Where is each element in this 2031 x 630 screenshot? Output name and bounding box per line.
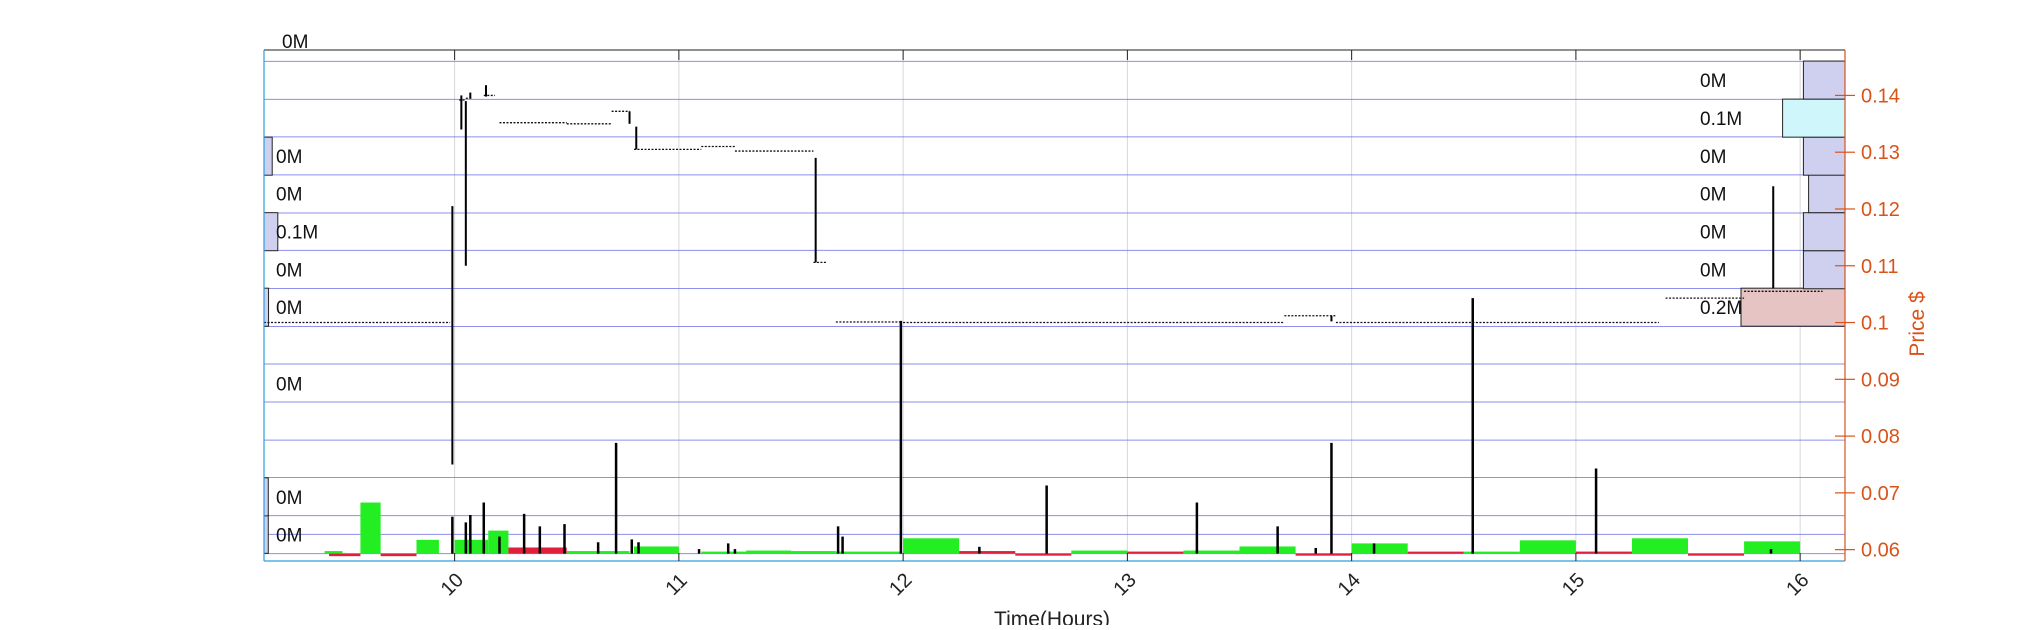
y-tick-label: 0.08 xyxy=(1861,426,1900,448)
right-profile-bar xyxy=(1802,212,1846,252)
left-profile-bar xyxy=(263,287,270,327)
left-profile-bar xyxy=(263,477,269,517)
right-profile-label: 0M xyxy=(1700,185,1726,206)
volume-bar xyxy=(1015,553,1072,556)
volume-bar xyxy=(1463,551,1520,554)
volume-bar xyxy=(701,551,747,554)
right-profile-label: 0.2M xyxy=(1700,298,1742,319)
x-tick-label: 13 xyxy=(1109,569,1140,600)
volume-bar xyxy=(634,546,679,554)
right-profile-bar xyxy=(1802,60,1846,100)
left-profile-label: 0M xyxy=(276,525,302,546)
y-tick-label: 0.14 xyxy=(1861,85,1900,107)
x-tick-label: 10 xyxy=(437,569,468,600)
x-tick-label: 15 xyxy=(1558,569,1589,600)
y-tick-label: 0.07 xyxy=(1861,483,1900,505)
volume-bar xyxy=(746,550,791,554)
left-profile-label: 0.1M xyxy=(276,223,318,244)
left-profile-label: 0M xyxy=(276,298,302,319)
volume-bar xyxy=(791,551,836,554)
volume-bar xyxy=(508,547,567,554)
volume-bar xyxy=(1407,551,1464,554)
y-tick-label: 0.06 xyxy=(1861,540,1900,562)
axes-layer: 10 11 12 13 14 15 16 0.06 0.07 0.08 0.09 0.1 0.11 0.1… xyxy=(263,49,1900,600)
volume-bar xyxy=(360,502,381,554)
volume-bar xyxy=(329,553,361,557)
right-profile-bar xyxy=(1802,136,1846,176)
price-layer xyxy=(264,85,1823,465)
volume-bar xyxy=(1295,553,1352,556)
volume-bar xyxy=(1239,546,1296,554)
x-tick-label: 12 xyxy=(885,569,916,600)
right-profile-label: 0M xyxy=(1700,147,1726,168)
volume-bar xyxy=(1744,541,1801,554)
left-profile-bar xyxy=(263,514,269,554)
x-axis-title: Time(Hours) xyxy=(994,608,1110,625)
volume-bar xyxy=(416,539,439,554)
right-profile-bar xyxy=(1740,287,1846,327)
left-profile-label: 0M xyxy=(276,374,302,395)
volume-bar xyxy=(959,551,1016,554)
y-tick-label: 0.1 xyxy=(1861,313,1889,335)
volume-bar xyxy=(1071,550,1128,554)
volume-bar xyxy=(380,553,417,557)
y-tick-label: 0.09 xyxy=(1861,369,1900,391)
left-profile-label: 0M xyxy=(276,261,302,282)
volume-bar xyxy=(835,551,901,554)
right-profile-bar xyxy=(1802,250,1846,290)
volume-bar xyxy=(1631,538,1689,554)
right-profile-label: 0M xyxy=(1700,261,1726,282)
y-tick-label: 0.12 xyxy=(1861,199,1900,221)
x-tick-label: 16 xyxy=(1782,569,1813,600)
left-profile-bar xyxy=(263,136,273,176)
volume-bar xyxy=(1127,551,1184,554)
x-tick-label: 14 xyxy=(1334,569,1365,600)
left-profile-label: 0M xyxy=(276,147,302,168)
volume-bar xyxy=(1183,550,1240,554)
left-profile-label: 0M xyxy=(276,185,302,206)
right-profile-label: 0M xyxy=(1700,223,1726,244)
right-profile-bar xyxy=(1782,98,1846,138)
right-profile-label: 0M xyxy=(1700,71,1726,92)
y-tick-label: 0.13 xyxy=(1861,142,1900,164)
y-axis-title: Price $ xyxy=(1906,291,1929,357)
volume-bar xyxy=(1688,553,1745,556)
y-tick-label: 0.11 xyxy=(1861,256,1898,278)
volume-bar xyxy=(1575,551,1632,554)
volume-layer xyxy=(324,298,1801,557)
volume-bar xyxy=(903,538,960,554)
volume-bar xyxy=(324,551,343,554)
right-profile-bar xyxy=(1808,174,1846,214)
right-profile-label: 0.1M xyxy=(1700,109,1742,130)
left-profile-label: 0M xyxy=(276,488,302,509)
volume-profile-layer: 0M 0M 0M 0M 0M 0.1M 0M 0M 0.2M 0M 0M 0M 0M 0.1M 0M xyxy=(263,60,1846,554)
grid-layer xyxy=(264,50,1845,561)
top-volume-label: 0M xyxy=(282,32,308,53)
x-tick-label: 11 xyxy=(662,570,692,600)
volume-bar xyxy=(1351,543,1408,554)
volume-bar xyxy=(1519,540,1576,554)
